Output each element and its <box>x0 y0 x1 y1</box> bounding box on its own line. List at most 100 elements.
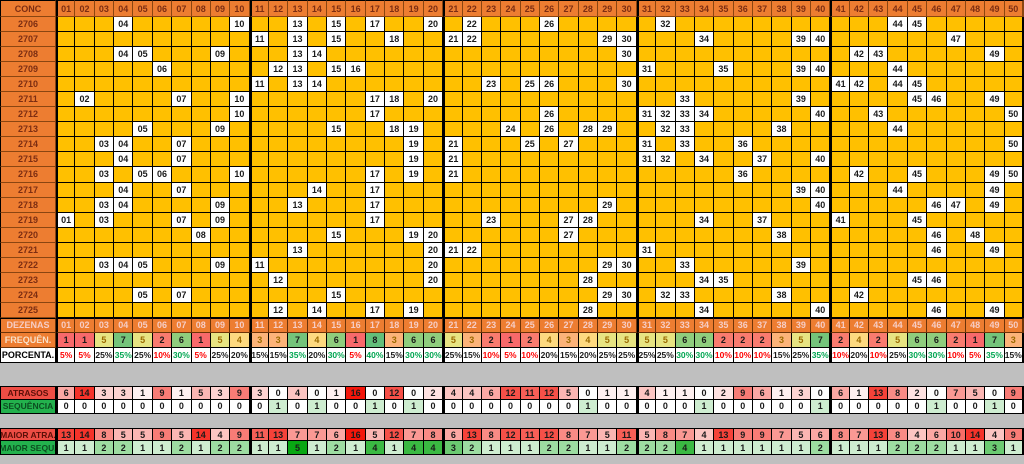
hit-cell[interactable]: 19 <box>404 152 424 168</box>
atraso-cell[interactable]: 1 <box>772 385 792 400</box>
empty-cell[interactable] <box>249 122 269 138</box>
sequencia-cell[interactable]: 0 <box>443 399 463 414</box>
hit-cell[interactable]: 07 <box>172 137 192 153</box>
empty-cell[interactable] <box>965 92 986 108</box>
hit-cell[interactable]: 49 <box>985 197 1005 213</box>
porcentagem-cell[interactable]: 25% <box>443 347 463 363</box>
empty-cell[interactable] <box>985 227 1005 243</box>
hit-cell[interactable]: 03 <box>94 212 115 228</box>
hit-cell[interactable]: 39 <box>791 182 812 198</box>
empty-cell[interactable] <box>249 62 269 78</box>
empty-cell[interactable] <box>462 77 482 93</box>
empty-cell[interactable] <box>772 242 792 258</box>
atraso-cell[interactable]: 0 <box>927 385 947 400</box>
hit-cell[interactable]: 03 <box>94 137 115 153</box>
hit-cell[interactable]: 46 <box>927 197 947 213</box>
empty-cell[interactable] <box>462 152 482 168</box>
empty-cell[interactable] <box>578 92 599 108</box>
empty-cell[interactable] <box>636 302 657 318</box>
dezena-cell[interactable]: 41 <box>830 317 850 333</box>
hit-cell[interactable]: 39 <box>791 32 812 48</box>
empty-cell[interactable] <box>888 167 908 183</box>
maior-sequencia-cell[interactable]: 1 <box>75 441 95 455</box>
empty-cell[interactable] <box>965 152 986 168</box>
concurso-row-header[interactable]: 2711 <box>0 92 56 108</box>
empty-cell[interactable] <box>404 107 424 123</box>
atraso-cell[interactable]: 1 <box>327 385 347 400</box>
empty-cell[interactable] <box>210 62 231 78</box>
frequencia-cell[interactable]: 5 <box>598 332 618 348</box>
hit-cell[interactable]: 21 <box>443 167 463 183</box>
empty-cell[interactable] <box>133 152 153 168</box>
empty-cell[interactable] <box>443 122 463 138</box>
hit-cell[interactable]: 46 <box>927 302 947 318</box>
hit-cell[interactable]: 32 <box>656 107 676 123</box>
empty-cell[interactable] <box>152 257 173 273</box>
hit-cell[interactable]: 30 <box>617 287 637 303</box>
empty-cell[interactable] <box>598 212 618 228</box>
empty-cell[interactable] <box>56 167 76 183</box>
dezena-cell[interactable]: 46 <box>927 317 947 333</box>
hit-cell[interactable]: 17 <box>365 167 386 183</box>
empty-cell[interactable] <box>191 17 211 33</box>
empty-cell[interactable] <box>481 227 502 243</box>
empty-cell[interactable] <box>598 47 618 63</box>
empty-cell[interactable] <box>772 32 792 48</box>
sequencia-cell[interactable]: 0 <box>617 399 637 414</box>
dezena-cell[interactable]: 13 <box>288 317 308 333</box>
frequencia-cell[interactable]: 4 <box>230 332 250 348</box>
empty-cell[interactable] <box>791 122 812 138</box>
empty-cell[interactable] <box>327 272 347 288</box>
empty-cell[interactable] <box>559 182 579 198</box>
empty-cell[interactable] <box>114 302 134 318</box>
empty-cell[interactable] <box>559 167 579 183</box>
empty-cell[interactable] <box>656 212 676 228</box>
empty-cell[interactable] <box>617 242 637 258</box>
empty-cell[interactable] <box>288 107 308 123</box>
porcentagem-cell[interactable]: 25% <box>791 347 812 363</box>
empty-cell[interactable] <box>133 107 153 123</box>
frequencia-cell[interactable]: 2 <box>520 332 540 348</box>
empty-cell[interactable] <box>617 302 637 318</box>
empty-cell[interactable] <box>462 47 482 63</box>
frequencia-cell[interactable]: 7 <box>811 332 831 348</box>
maior-sequencia-cell[interactable]: 2 <box>907 441 928 455</box>
maior-atraso-cell[interactable]: 14 <box>75 427 95 442</box>
empty-cell[interactable] <box>830 32 850 48</box>
dezena-cell[interactable]: 37 <box>752 317 773 333</box>
dezena-cell[interactable]: 44 <box>888 317 908 333</box>
empty-cell[interactable] <box>714 242 734 258</box>
maior-atraso-cell[interactable]: 14 <box>965 427 986 442</box>
frequencia-cell[interactable]: 1 <box>75 332 95 348</box>
porcentagem-cell[interactable]: 15% <box>1004 347 1024 363</box>
empty-cell[interactable] <box>249 152 269 168</box>
maior-sequencia-cell[interactable]: 4 <box>404 441 424 455</box>
maior-sequencia-cell[interactable]: 1 <box>946 441 966 455</box>
maior-atraso-cell[interactable]: 10 <box>946 427 966 442</box>
empty-cell[interactable] <box>443 287 463 303</box>
column-header-cell[interactable]: 34 <box>694 0 715 17</box>
empty-cell[interactable] <box>578 32 599 48</box>
hit-cell[interactable]: 30 <box>617 32 637 48</box>
empty-cell[interactable] <box>907 62 928 78</box>
empty-cell[interactable] <box>462 167 482 183</box>
hit-cell[interactable]: 36 <box>733 167 753 183</box>
frequencia-cell[interactable]: 2 <box>733 332 753 348</box>
empty-cell[interactable] <box>56 242 76 258</box>
frequencia-cell[interactable]: 1 <box>191 332 211 348</box>
empty-cell[interactable] <box>675 242 695 258</box>
empty-cell[interactable] <box>946 17 966 33</box>
frequencia-cell[interactable]: 2 <box>481 332 502 348</box>
column-header-cell[interactable]: 31 <box>636 0 657 17</box>
frequencia-cell[interactable]: 6 <box>172 332 192 348</box>
empty-cell[interactable] <box>830 182 850 198</box>
empty-cell[interactable] <box>172 32 192 48</box>
hit-cell[interactable]: 40 <box>811 62 831 78</box>
empty-cell[interactable] <box>191 77 211 93</box>
hit-cell[interactable]: 45 <box>907 212 928 228</box>
maior-atraso-cell[interactable]: 12 <box>501 427 521 442</box>
sequencia-cell[interactable]: 0 <box>830 399 850 414</box>
empty-cell[interactable] <box>694 167 715 183</box>
empty-cell[interactable] <box>985 257 1005 273</box>
frequencia-cell[interactable]: 5 <box>210 332 231 348</box>
